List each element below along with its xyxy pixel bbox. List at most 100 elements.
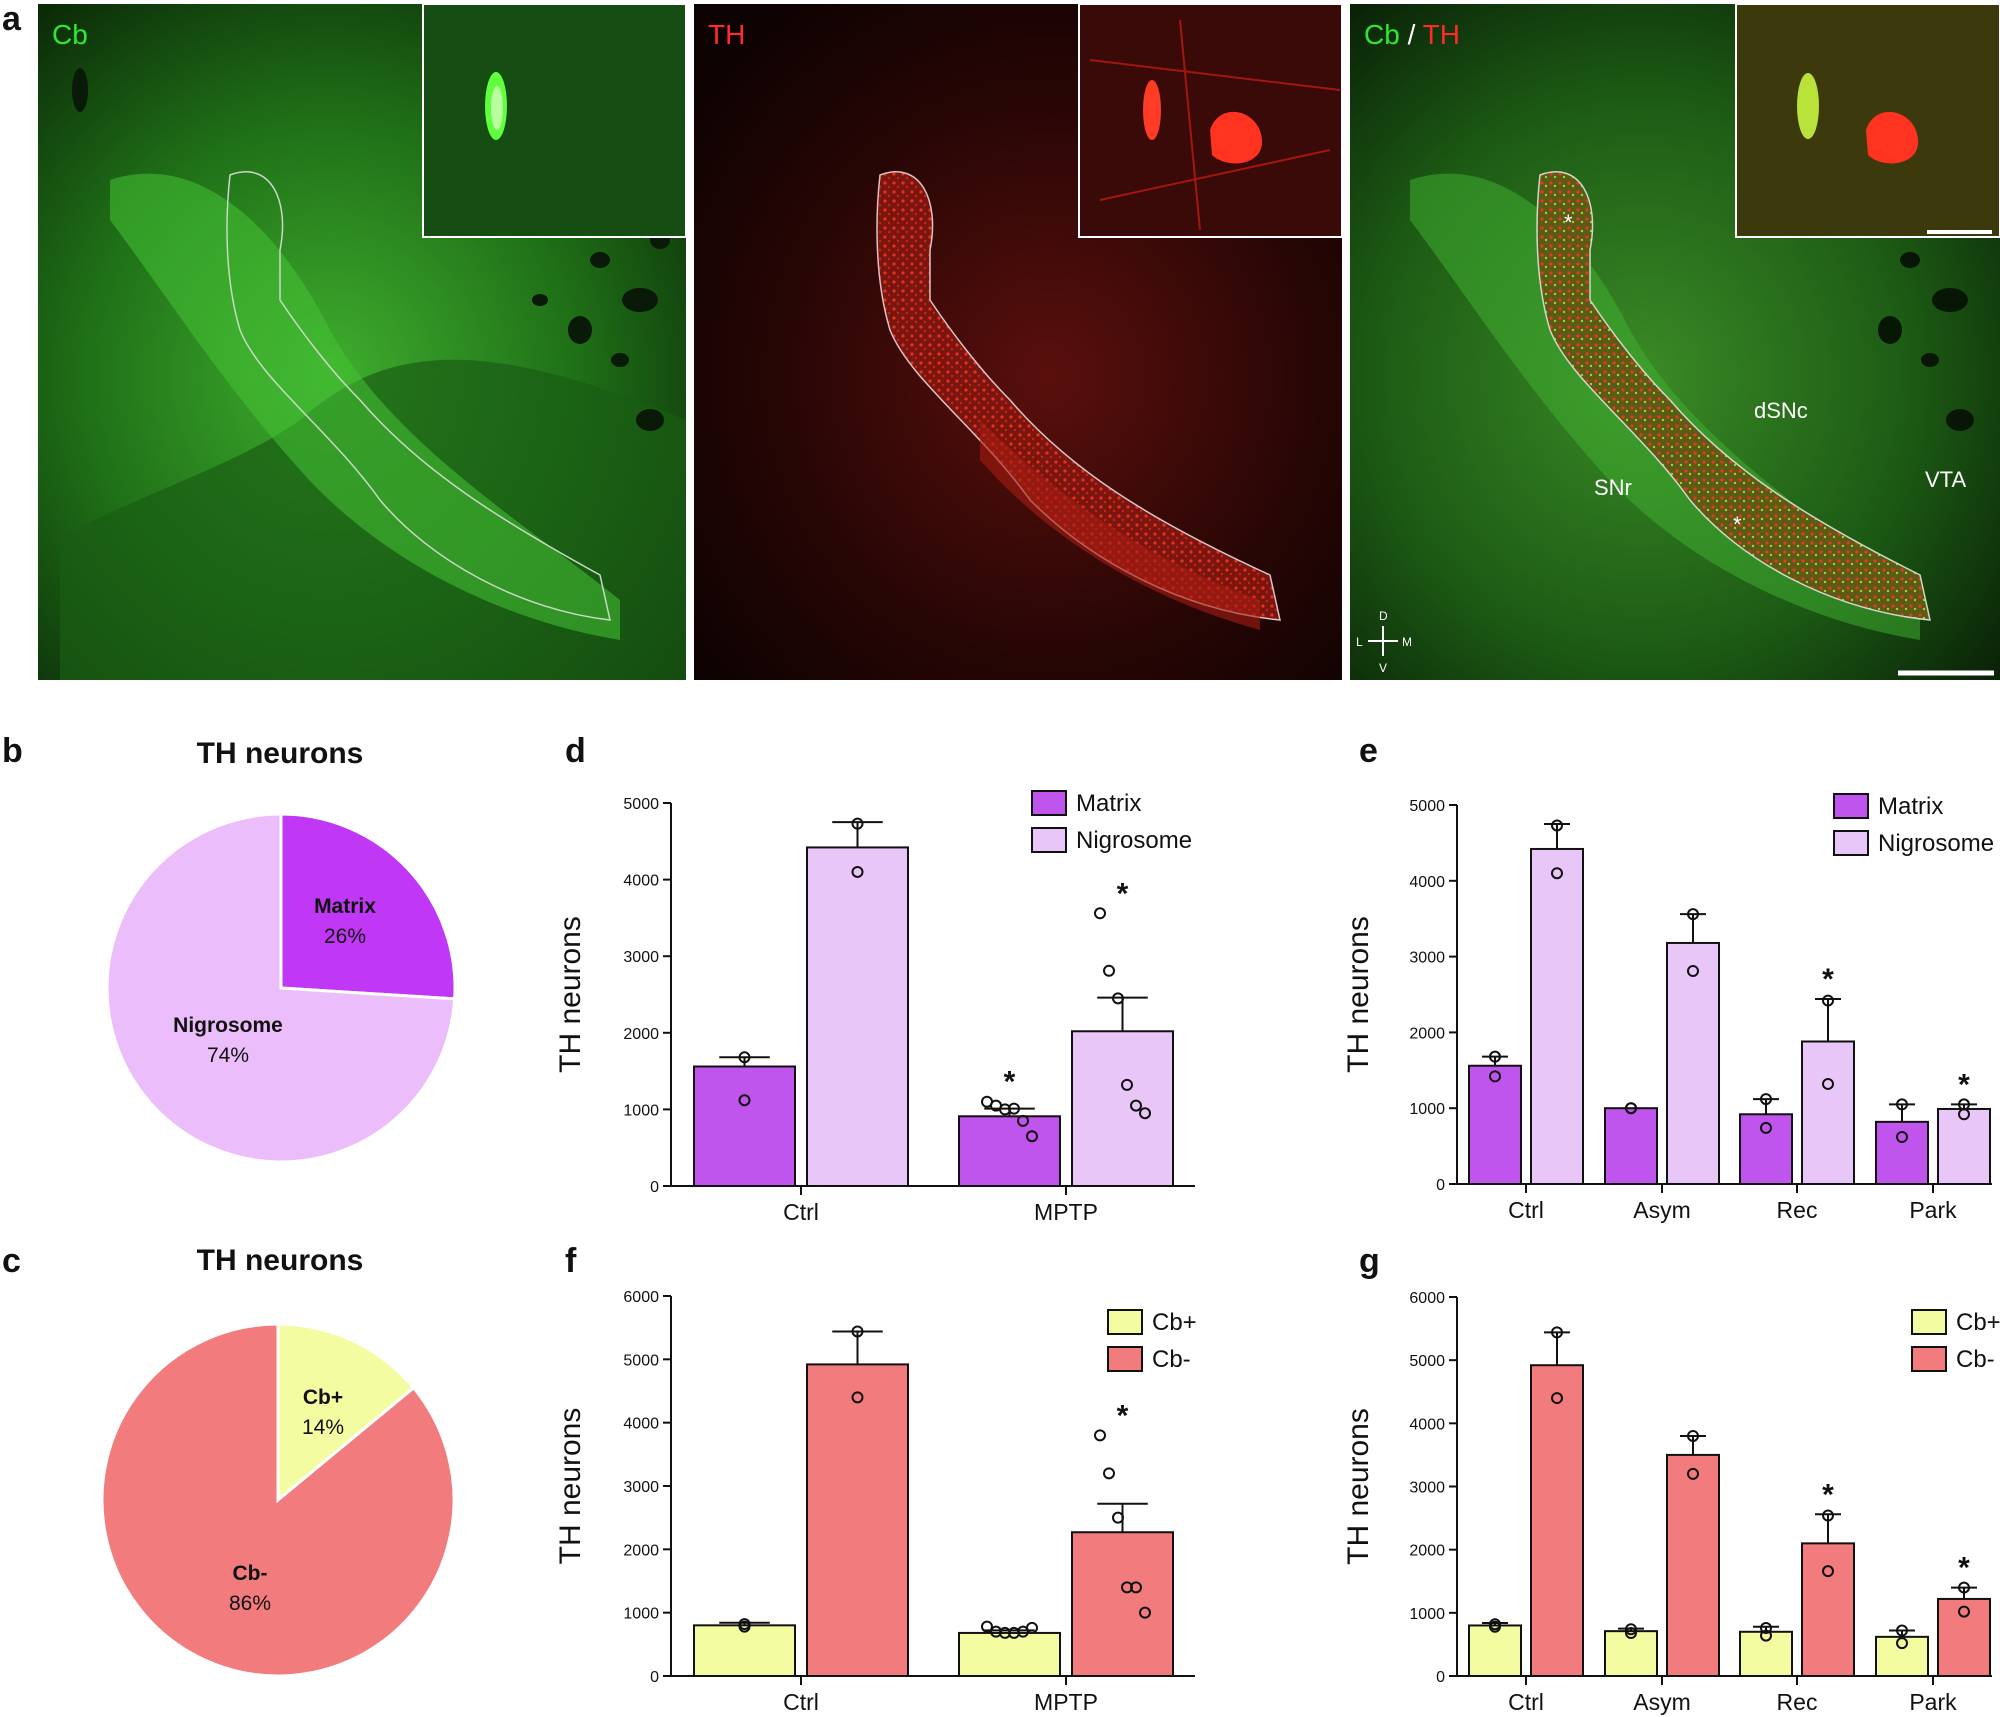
legend-swatch-cb+	[1107, 1309, 1143, 1335]
legend-swatch-matrix	[1031, 790, 1067, 816]
pie-percent: 26%	[324, 925, 366, 948]
legend-swatch-nigrosome	[1833, 830, 1869, 856]
data-point	[1026, 1130, 1038, 1143]
data-point	[1896, 1637, 1908, 1650]
bar-chart-f: 0 1000 2000 3000 4000 5000 6000 TH neurons Ctrl M…	[554, 1289, 1197, 1715]
pie-c-title: TH neurons	[197, 1244, 364, 1277]
category-label-mptp: MPTP	[1034, 1689, 1098, 1715]
y-tick-label: 6000	[1409, 1290, 1445, 1307]
y-tick-label: 0	[1436, 1669, 1445, 1686]
data-point	[1760, 1093, 1772, 1106]
data-point	[1687, 1429, 1699, 1442]
y-tick-label: 5000	[623, 1352, 659, 1369]
y-tick-label: 2000	[623, 1026, 659, 1043]
legend-label-cb+: Cb+	[1956, 1309, 2000, 1336]
legend-label-cb-: Cb-	[1152, 1346, 1191, 1373]
data-point	[1896, 1624, 1908, 1637]
data-point	[1687, 1467, 1699, 1480]
bar-cb--park	[1937, 1597, 1991, 1677]
bar-chart-e: 0 1000 2000 3000 4000 5000 TH neurons Ctrl Asym R…	[1342, 793, 1994, 1223]
data-point	[1760, 1629, 1772, 1642]
data-point	[738, 1094, 751, 1107]
category-label-ctrl: Ctrl	[1508, 1689, 1544, 1715]
panel-letter-a: a	[2, 0, 22, 38]
data-point	[1139, 1107, 1151, 1120]
data-point	[1112, 992, 1124, 1005]
y-tick-label: 0	[1436, 1177, 1445, 1194]
legend-swatch-matrix	[1833, 793, 1869, 819]
y-tick-label: 3000	[1409, 950, 1445, 967]
y-tick-label: 1000	[1409, 1606, 1445, 1623]
y-tick-label: 3000	[1409, 1480, 1445, 1497]
micrograph-merge: Cb / TH dSNc SNr VTA * * D V L M	[1350, 3, 2000, 680]
y-tick-label: 1000	[623, 1102, 659, 1119]
legend-swatch-cb-	[1911, 1346, 1947, 1372]
data-point	[1958, 1581, 1970, 1594]
y-tick-label: 2000	[623, 1542, 659, 1559]
data-point	[1139, 1606, 1151, 1619]
pie-label: Matrix	[314, 895, 376, 918]
data-point	[1551, 867, 1563, 880]
pie-percent: 74%	[207, 1044, 249, 1067]
bar-chart-g: 0 1000 2000 3000 4000 5000 6000 TH neurons Ctrl A…	[1342, 1290, 2000, 1715]
significance-star: *	[1822, 963, 1834, 996]
panel-letter-c: c	[2, 1242, 21, 1280]
category-label-asym: Asym	[1633, 1197, 1691, 1223]
y-tick-label: 1000	[623, 1606, 659, 1623]
category-label-ctrl: Ctrl	[1508, 1197, 1544, 1223]
category-label-rec: Rec	[1777, 1689, 1818, 1715]
legend-label-cb-: Cb-	[1956, 1346, 1995, 1373]
data-point	[1112, 1511, 1124, 1524]
data-point	[851, 817, 864, 830]
significance-star: *	[1117, 877, 1129, 910]
bar-cb--ctrl	[806, 1363, 909, 1678]
y-tick-label: 0	[650, 1179, 659, 1196]
region-dsnc: dSNc	[1754, 398, 1808, 423]
significance-star: *	[1822, 1478, 1834, 1511]
orientation-cross: D V L M	[1356, 609, 1412, 675]
category-label-mptp: MPTP	[1034, 1199, 1098, 1225]
pie-percent: 14%	[302, 1416, 344, 1439]
legend-label-matrix: Matrix	[1076, 790, 1141, 817]
data-point	[1822, 994, 1834, 1007]
panel-letter-f: f	[565, 1242, 577, 1280]
legend-label-cb+: Cb+	[1152, 1309, 1197, 1336]
legend-label-matrix: Matrix	[1878, 793, 1943, 820]
data-point	[1625, 1627, 1637, 1640]
panel-letter-b: b	[2, 732, 23, 770]
data-point	[981, 1620, 993, 1633]
bar-nigrosome-mptp	[1071, 1030, 1174, 1187]
micrograph-cb: Cb	[38, 3, 687, 680]
data-point	[738, 1618, 751, 1631]
data-point	[1760, 1121, 1772, 1134]
data-point	[1551, 1326, 1563, 1339]
data-point	[1551, 819, 1563, 832]
y-tick-label: 5000	[1409, 1353, 1445, 1370]
category-label-ctrl: Ctrl	[783, 1199, 819, 1225]
y-tick-label: 6000	[623, 1289, 659, 1306]
bar-cb--ctrl	[1530, 1364, 1584, 1677]
asterisk-upper: *	[1564, 210, 1573, 235]
bar-cb+-ctrl	[1468, 1624, 1522, 1678]
pie-label: Cb-	[233, 1562, 268, 1585]
bar-matrix-rec	[1739, 1113, 1793, 1186]
pie-slice-nigrosome	[105, 812, 457, 1164]
merge-label-cb: Cb	[1364, 19, 1400, 50]
legend-swatch-cb-	[1107, 1346, 1143, 1372]
data-point	[1958, 1108, 1970, 1121]
y-axis-label: TH neurons	[554, 916, 587, 1073]
region-snr: SNr	[1594, 475, 1632, 500]
significance-star: *	[1004, 1066, 1016, 1099]
category-label-park: Park	[1909, 1689, 1957, 1715]
merge-label: Cb / TH	[1364, 19, 1460, 50]
data-point	[1017, 1114, 1029, 1127]
orient-d: D	[1379, 609, 1388, 623]
asterisk-lower: *	[1733, 512, 1742, 537]
data-point	[1687, 908, 1699, 921]
micrograph-th: TH	[694, 3, 1343, 680]
bar-cb--mptp	[1071, 1531, 1174, 1677]
y-tick-label: 2000	[1409, 1543, 1445, 1560]
data-point	[1103, 964, 1115, 977]
pie-slice-cb+	[276, 1322, 416, 1504]
bar-nigrosome-ctrl	[806, 846, 909, 1187]
